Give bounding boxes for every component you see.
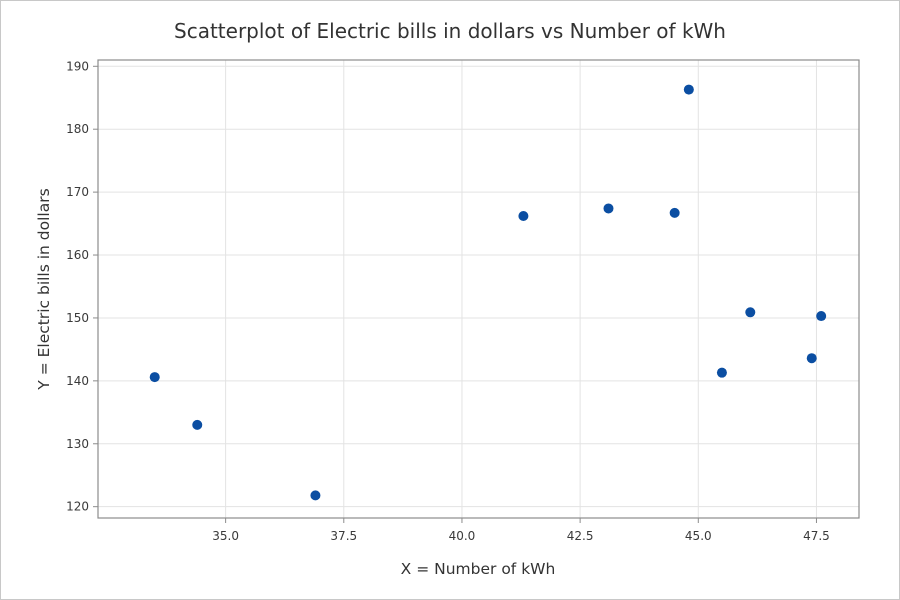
data-point [816, 311, 827, 322]
data-point [149, 372, 160, 383]
x-tick-label: 47.5 [803, 529, 830, 543]
y-tick-label: 160 [66, 248, 89, 262]
data-point [716, 367, 727, 378]
x-tick-label: 37.5 [330, 529, 357, 543]
data-point [669, 207, 680, 218]
chart-title: Scatterplot of Electric bills in dollars… [174, 19, 726, 43]
y-axis-label: Y = Electric bills in dollars [35, 188, 53, 390]
x-tick-label: 45.0 [685, 529, 712, 543]
data-point [806, 353, 817, 364]
x-axis-label: X = Number of kWh [401, 560, 556, 578]
y-tick-label: 150 [66, 311, 89, 325]
data-point [192, 419, 203, 430]
data-point [683, 84, 694, 95]
data-point [603, 203, 614, 214]
x-tick-label: 35.0 [212, 529, 239, 543]
x-tick-label: 42.5 [567, 529, 594, 543]
y-tick-label: 140 [66, 374, 89, 388]
data-point [310, 490, 321, 501]
plot-area-border [97, 59, 860, 519]
data-points [149, 84, 827, 501]
y-tick-label: 190 [66, 59, 89, 73]
x-tick-label: 40.0 [449, 529, 476, 543]
y-tick-label: 130 [66, 437, 89, 451]
data-point [745, 307, 756, 318]
data-point [518, 211, 529, 222]
gridlines [98, 60, 859, 518]
y-tick-label: 120 [66, 500, 89, 514]
y-tick-label: 170 [66, 185, 89, 199]
axis-ticks: 35.0 37.5 40.0 42.5 45.0 47.5 120 130 140 150 160 1… [66, 59, 830, 543]
y-tick-label: 180 [66, 122, 89, 136]
